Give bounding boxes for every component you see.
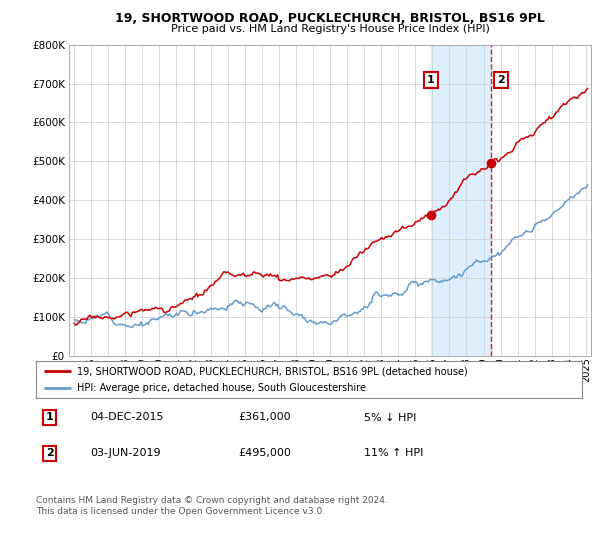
Text: 5% ↓ HPI: 5% ↓ HPI [364, 413, 416, 422]
Text: Contains HM Land Registry data © Crown copyright and database right 2024.: Contains HM Land Registry data © Crown c… [36, 496, 388, 505]
Text: 1: 1 [46, 413, 53, 422]
Text: £495,000: £495,000 [238, 449, 291, 458]
Text: 03-JUN-2019: 03-JUN-2019 [91, 449, 161, 458]
Text: £361,000: £361,000 [238, 413, 290, 422]
Text: 1: 1 [427, 75, 435, 85]
Text: HPI: Average price, detached house, South Gloucestershire: HPI: Average price, detached house, Sout… [77, 383, 366, 393]
Bar [431, 45, 491, 356]
Text: This data is licensed under the Open Government Licence v3.0.: This data is licensed under the Open Gov… [36, 507, 325, 516]
Text: 11% ↑ HPI: 11% ↑ HPI [364, 449, 423, 458]
Text: 04-DEC-2015: 04-DEC-2015 [91, 413, 164, 422]
Text: 2: 2 [46, 449, 53, 458]
Text: 19, SHORTWOOD ROAD, PUCKLECHURCH, BRISTOL, BS16 9PL: 19, SHORTWOOD ROAD, PUCKLECHURCH, BRISTO… [115, 12, 545, 25]
Text: 19, SHORTWOOD ROAD, PUCKLECHURCH, BRISTOL, BS16 9PL (detached house): 19, SHORTWOOD ROAD, PUCKLECHURCH, BRISTO… [77, 366, 468, 376]
Text: 2: 2 [497, 75, 505, 85]
Text: Price paid vs. HM Land Registry's House Price Index (HPI): Price paid vs. HM Land Registry's House … [170, 24, 490, 34]
